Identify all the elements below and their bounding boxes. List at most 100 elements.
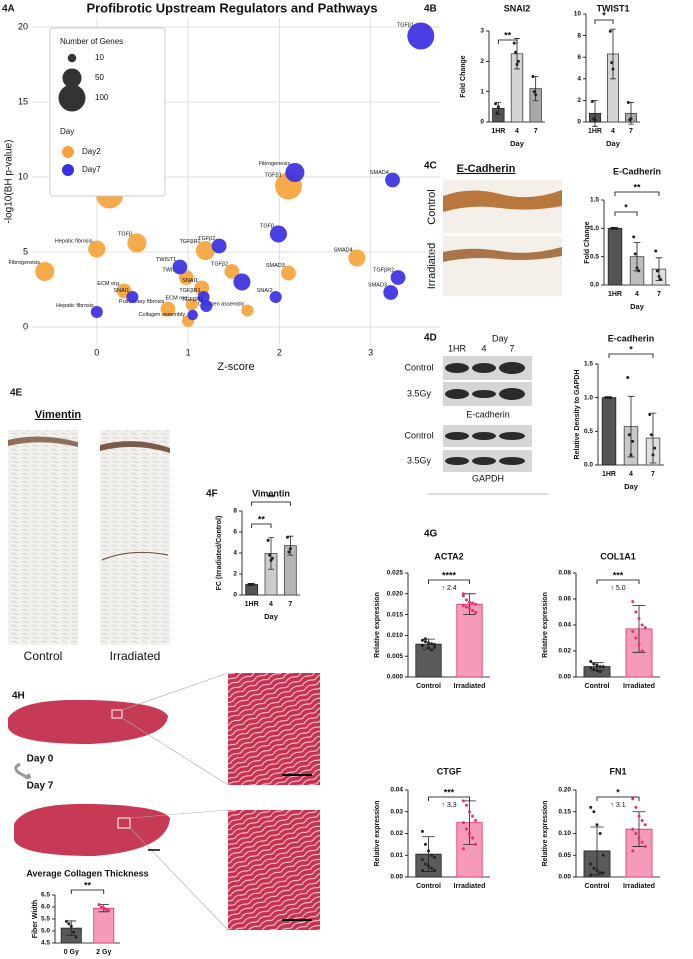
y-tick-label: 10	[574, 11, 582, 18]
y-tick-label: 3	[480, 28, 484, 35]
data-point	[468, 810, 471, 814]
data-point	[598, 832, 602, 835]
legend-title: Number of Genes	[60, 37, 123, 46]
figure-text: E-Cadherin	[457, 163, 516, 175]
y-tick-label: 4	[233, 550, 237, 557]
bubble	[126, 290, 139, 304]
data-point	[592, 866, 596, 870]
point-label: Collagen assembly	[139, 312, 186, 318]
bar	[415, 643, 442, 678]
significance-label: *	[629, 344, 633, 354]
data-point	[631, 600, 635, 604]
significance-bracket	[596, 579, 640, 584]
point-label: TGFβ1	[264, 172, 281, 178]
y-tick-label: 0	[23, 321, 28, 331]
significance-label: ***	[444, 787, 455, 797]
y-axis-label: FC (Irradiated/Control)	[216, 516, 223, 591]
data-point	[516, 59, 520, 63]
data-point	[631, 797, 635, 801]
chart-title: Vimentin	[252, 488, 290, 498]
data-point	[515, 62, 519, 66]
significance-label: ****	[442, 570, 457, 580]
point-label: Hepatic fibrosis	[55, 238, 93, 244]
data-point	[512, 41, 516, 45]
x-tick-label: Irradiated	[623, 883, 655, 890]
data-point	[637, 836, 641, 840]
y-axis-label: Relative expression	[374, 592, 381, 658]
data-point	[285, 535, 289, 539]
significance-label: **	[633, 182, 641, 192]
panel-label: 4G	[424, 529, 438, 540]
data-point	[471, 814, 475, 818]
x-tick-label: 7	[534, 128, 538, 135]
data-point	[598, 670, 602, 674]
data-point	[423, 640, 427, 644]
significance-bracket	[497, 39, 518, 44]
error-bar	[463, 593, 476, 615]
figure-text: Day 0	[27, 754, 54, 765]
y-tick-label: 0.005	[387, 653, 404, 660]
data-point	[648, 413, 652, 416]
bubble	[348, 249, 366, 267]
data-point	[608, 29, 612, 33]
bubble	[281, 265, 296, 281]
data-point	[601, 665, 605, 669]
point-label: ECM org.	[165, 295, 189, 301]
data-point	[107, 909, 111, 913]
y-tick-label: 6.0	[41, 904, 50, 911]
figure-text: Day 7	[27, 781, 54, 792]
chart-title: E-cadherin	[608, 333, 655, 343]
figure-text: 3.5Gy	[407, 455, 432, 465]
x-axis-label: Day	[624, 482, 639, 491]
data-point	[659, 277, 663, 281]
x-axis-label: Z-score	[217, 361, 254, 373]
figure-text: Day	[492, 333, 509, 343]
data-point	[610, 61, 614, 65]
data-point	[601, 853, 605, 857]
y-axis-label: Relative Density to GAPDH	[574, 370, 581, 460]
x-tick-label: 1	[186, 347, 191, 357]
point-label: Pulmonary fibrosis	[119, 299, 164, 305]
data-point	[626, 375, 630, 379]
significance-bracket	[251, 501, 291, 506]
y-tick-label: 6.5	[41, 892, 50, 899]
panel-label: 4H	[12, 691, 25, 702]
data-point	[643, 845, 647, 849]
figure-text: 1HR	[448, 343, 467, 353]
y-tick-label: 5	[23, 246, 28, 256]
y-tick-label: 2	[233, 571, 237, 578]
data-point	[474, 602, 478, 606]
bubble	[211, 238, 227, 254]
data-point	[468, 606, 471, 610]
data-point	[474, 842, 478, 846]
chart-title: TWIST1	[597, 3, 630, 13]
y-tick-label: 0.15	[558, 808, 571, 815]
histology-4h	[8, 672, 320, 931]
point-label: TGFβR1	[182, 297, 203, 303]
data-point	[655, 269, 659, 273]
data-point	[601, 871, 605, 875]
point-label: Fibrogenesis	[259, 161, 291, 167]
point-label: Hepatic fibrosis	[56, 303, 94, 309]
y-tick-label: 0.08	[558, 570, 571, 577]
y-axis-label: -log10(BH p-value)	[4, 140, 15, 224]
point-label: TGFβR2	[179, 239, 200, 245]
data-point	[615, 226, 619, 230]
y-tick-label: 0.00	[390, 874, 403, 881]
data-point	[433, 645, 437, 649]
fold-change-label: ↑ 3.3	[441, 802, 456, 809]
data-point	[461, 603, 465, 607]
data-point	[631, 849, 635, 853]
data-point	[595, 663, 599, 667]
x-axis-label: Day	[264, 612, 279, 621]
data-point	[464, 827, 468, 831]
point-label: SNAI1	[113, 288, 129, 294]
figure-text: Irradiated	[426, 243, 438, 289]
figure-text: Control	[24, 649, 63, 663]
data-point	[637, 643, 641, 646]
data-point	[637, 814, 641, 818]
data-point	[461, 592, 465, 596]
x-tick-label: 1HR	[602, 471, 616, 478]
x-tick-label: 7	[629, 128, 633, 135]
x-axis-label: Day	[630, 302, 645, 311]
